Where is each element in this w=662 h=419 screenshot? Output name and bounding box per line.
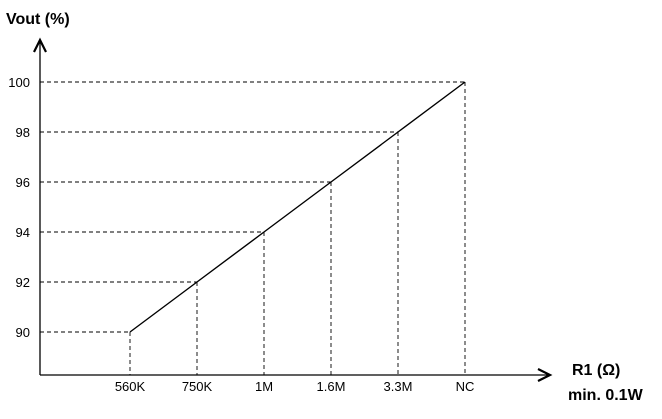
series-line — [129, 81, 466, 333]
y-axis-label: Vout (%) — [6, 11, 70, 28]
y-tick-label: 96 — [16, 175, 30, 190]
y-tick-label: 92 — [16, 275, 30, 290]
x-tick-label: 560K — [115, 379, 146, 394]
x-tick-label: 1.6M — [317, 379, 346, 394]
y-tick-label: 100 — [8, 75, 30, 90]
y-tick-label: 94 — [16, 225, 30, 240]
series — [129, 81, 466, 333]
x-tick-label: 1M — [255, 379, 273, 394]
x-axis-arrow — [537, 368, 553, 382]
x-tick-label: NC — [456, 379, 475, 394]
y-axis-arrow — [33, 37, 47, 53]
y-tick-label: 98 — [16, 125, 30, 140]
guide-lines — [40, 81, 466, 375]
x-tick-label: 750K — [182, 379, 213, 394]
x-tick-label: 3.3M — [384, 379, 413, 394]
x-axis-sublabel: min. 0.1W — [568, 387, 643, 404]
x-tick-labels: 560K 750K 1M 1.6M 3.3M NC — [115, 379, 475, 394]
x-axis-label: R1 (Ω) — [572, 362, 621, 379]
y-tick-label: 90 — [16, 325, 30, 340]
y-tick-labels: 90 92 94 96 98 100 — [8, 75, 30, 340]
axes — [33, 37, 553, 382]
